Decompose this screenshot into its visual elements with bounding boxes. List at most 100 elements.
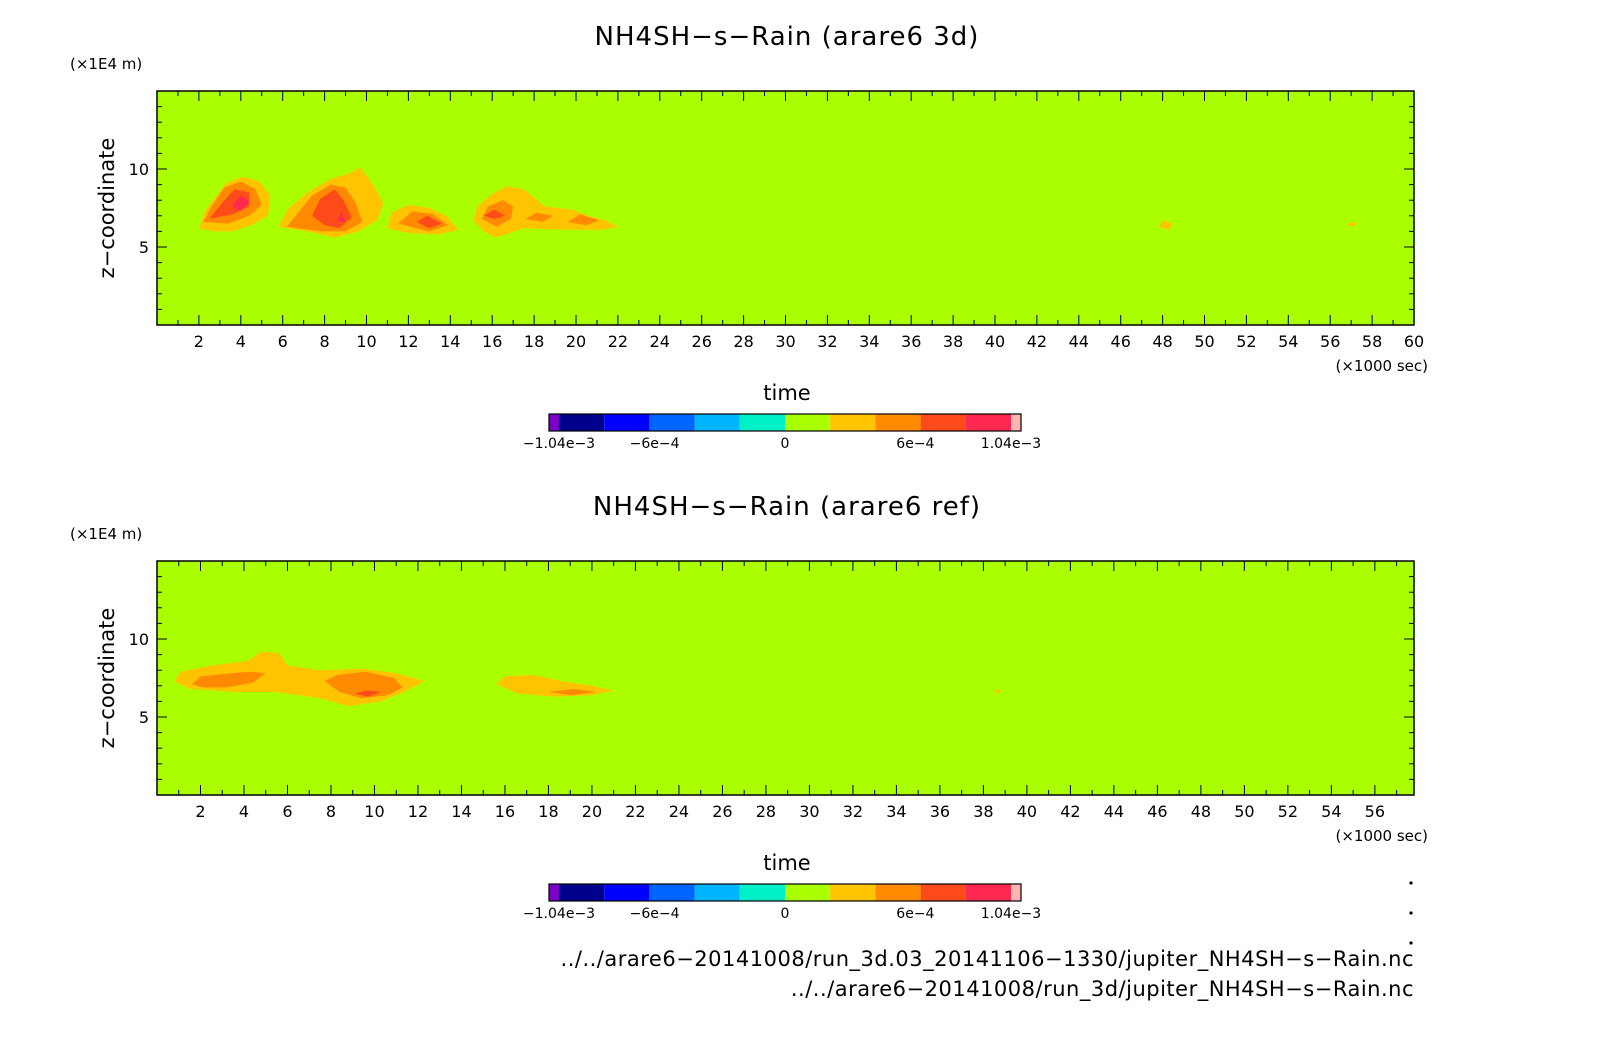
y-tick-label: 5 — [139, 708, 149, 727]
colorbar: −1.04e−3 −6e−4 0 6e−4 1.04e−3 — [523, 883, 1041, 922]
colorbar-cell — [649, 414, 695, 431]
colorbar-cell — [920, 414, 966, 431]
x-tick-label: 50 — [1234, 802, 1254, 821]
contour-region-level-1 — [1158, 220, 1174, 230]
colorbar-label: 1.04e−3 — [981, 906, 1041, 922]
contour-region-level-2 — [324, 671, 403, 699]
x-tick-label: 44 — [1104, 802, 1124, 821]
panel-title: NH4SH−s−Rain (arare6 3d) — [595, 22, 980, 52]
y-tick-label: 5 — [139, 238, 149, 257]
contour-region-level-2 — [525, 212, 553, 222]
contour-region-level-4 — [232, 195, 250, 212]
x-tick-label: 10 — [356, 332, 376, 351]
x-axis-label: time — [763, 381, 810, 405]
colorbar-cell — [549, 884, 559, 901]
contour-region-level-3 — [209, 189, 250, 219]
x-tick-label: 44 — [1069, 332, 1089, 351]
x-tick-label: 22 — [625, 802, 645, 821]
colorbar-frame — [548, 883, 1022, 902]
x-tick-label: 20 — [582, 802, 602, 821]
x-tick-label: 6 — [282, 802, 292, 821]
contour-regions — [174, 651, 1001, 707]
x-tick-label: 4 — [236, 332, 246, 351]
x-tick-label: 58 — [1362, 332, 1382, 351]
contour-region-level-1 — [1347, 222, 1358, 227]
file-path-1: ../../arare6−20141008/run_3d.03_20141106… — [561, 947, 1414, 972]
x-tick-label: 34 — [859, 332, 879, 351]
x-tick-label: 8 — [326, 802, 336, 821]
contour-region-level-2 — [567, 214, 599, 226]
contour-region-level-3 — [483, 209, 505, 219]
contour-region-level-1 — [473, 186, 618, 238]
colorbar-cell — [785, 414, 831, 431]
panel-title: NH4SH−s−Rain (arare6 ref) — [593, 492, 981, 522]
contour-region-level-3 — [354, 690, 381, 697]
y-axis-label: z−coordinate — [95, 608, 119, 749]
y-tick-label: 10 — [129, 630, 149, 649]
colorbar: −1.04e−3 −6e−4 0 6e−4 1.04e−3 — [523, 413, 1041, 452]
colorbar-label: 1.04e−3 — [981, 436, 1041, 452]
colorbar-label: −1.04e−3 — [523, 906, 595, 922]
x-tick-label: 6 — [278, 332, 288, 351]
x-tick-label: 2 — [195, 802, 205, 821]
marker-dot — [1409, 911, 1413, 915]
colorbar-cell — [830, 414, 876, 431]
x-tick-label: 30 — [799, 802, 819, 821]
x-tick-label: 34 — [886, 802, 906, 821]
colorbar-cell — [604, 414, 650, 431]
x-tick-label: 12 — [398, 332, 418, 351]
marker-dot — [1409, 941, 1413, 945]
colorbar-cell — [694, 414, 740, 431]
colorbar-cell — [694, 884, 740, 901]
x-tick-label: 18 — [524, 332, 544, 351]
x-tick-label: 20 — [566, 332, 586, 351]
plot-frame — [156, 560, 1415, 796]
marker-dot — [1409, 881, 1413, 885]
colorbar-cell — [965, 414, 1011, 431]
x-tick-label: 16 — [495, 802, 515, 821]
y-axis-label: z−coordinate — [95, 138, 119, 279]
colorbar-label: −6e−4 — [630, 436, 680, 452]
panel-ref: NH4SH−s−Rain (arare6 ref) (×1E4 m) z−coo… — [70, 492, 1428, 922]
x-tick-label: 60 — [1404, 332, 1424, 351]
contour-region-level-2 — [548, 688, 597, 696]
x-tick-label: 48 — [1191, 802, 1211, 821]
x-tick-label: 14 — [440, 332, 460, 351]
colorbar-label: 0 — [781, 436, 790, 452]
contour-region-level-3 — [416, 215, 442, 229]
colorbar-cell — [1011, 884, 1021, 901]
x-tick-label: 54 — [1278, 332, 1298, 351]
colorbar-cell — [875, 414, 921, 431]
colorbar-cell — [739, 414, 785, 431]
x-tick-label: 26 — [712, 802, 732, 821]
x-tick-label: 56 — [1365, 802, 1385, 821]
colorbar-cell — [739, 884, 785, 901]
x-tick-label: 26 — [692, 332, 712, 351]
x-tick-label: 56 — [1320, 332, 1340, 351]
x-tick-label: 52 — [1278, 802, 1298, 821]
colorbar-cell — [559, 884, 605, 901]
x-tick-label: 4 — [239, 802, 249, 821]
colorbar-frame — [548, 413, 1022, 432]
contour-regions — [198, 167, 1358, 238]
x-tick-label: 24 — [669, 802, 689, 821]
x-unit-label: (×1000 sec) — [1335, 357, 1428, 375]
colorbar-cell — [965, 884, 1011, 901]
x-tick-label: 40 — [1017, 802, 1037, 821]
colorbar-cell — [649, 884, 695, 901]
x-tick-label: 8 — [320, 332, 330, 351]
colorbar-label: −6e−4 — [630, 906, 680, 922]
x-tick-label: 10 — [364, 802, 384, 821]
y-unit-label: (×1E4 m) — [70, 525, 142, 543]
x-tick-label: 2 — [194, 332, 204, 351]
x-tick-label: 40 — [985, 332, 1005, 351]
colorbar-cell — [559, 414, 605, 431]
x-tick-label: 16 — [482, 332, 502, 351]
colorbar-cell — [875, 884, 921, 901]
x-tick-label: 38 — [943, 332, 963, 351]
x-tick-label: 12 — [408, 802, 428, 821]
x-tick-label: 28 — [733, 332, 753, 351]
colorbar-label: 6e−4 — [896, 906, 934, 922]
x-tick-label: 18 — [538, 802, 558, 821]
